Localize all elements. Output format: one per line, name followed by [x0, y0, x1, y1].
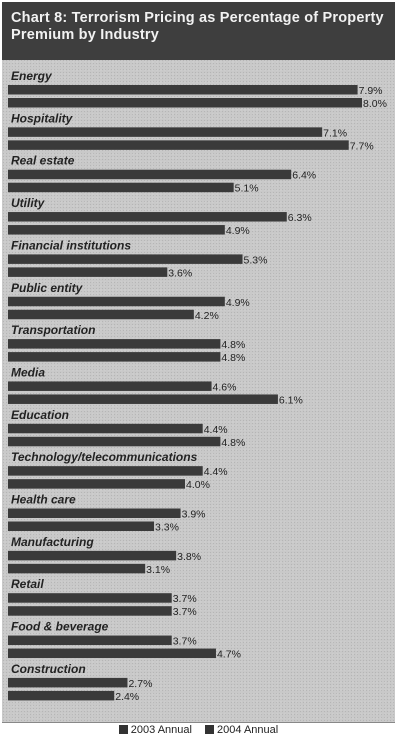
title-bar: Chart 8: Terrorism Pricing as Percentage… — [2, 2, 395, 60]
value-label-hospitality-2003: 7.1% — [323, 127, 347, 139]
bar-media-2004 — [8, 394, 278, 404]
value-label-food-beverage-2003: 3.7% — [173, 636, 197, 648]
value-label-energy-2004: 8.0% — [363, 98, 387, 110]
value-label-media-2003: 4.6% — [213, 381, 237, 393]
category-label-energy: Energy — [11, 69, 53, 83]
bar-financial-institutions-2004 — [8, 267, 168, 277]
bar-media-2003 — [8, 381, 212, 391]
value-label-manufacturing-2003: 3.8% — [177, 551, 201, 563]
bar-hospitality-2003 — [8, 127, 323, 137]
bar-transportation-2004 — [8, 352, 221, 362]
value-label-retail-2003: 3.7% — [173, 593, 197, 605]
value-label-energy-2003: 7.9% — [359, 85, 383, 97]
value-label-hospitality-2004: 7.7% — [350, 140, 374, 152]
bar-financial-institutions-2003 — [8, 254, 243, 264]
value-label-real-estate-2004: 5.1% — [235, 183, 259, 195]
legend-label-2003: 2003 Annual — [130, 724, 192, 736]
bar-retail-2004 — [8, 606, 172, 616]
value-label-construction-2003: 2.7% — [128, 678, 152, 690]
bar-health-care-2003 — [8, 508, 181, 518]
category-label-technology-telecommunications: Technology/telecommunications — [11, 450, 198, 464]
bar-health-care-2004 — [8, 521, 155, 531]
bar-energy-2004 — [8, 98, 362, 108]
category-label-retail: Retail — [11, 577, 44, 591]
value-label-education-2003: 4.4% — [204, 424, 228, 436]
value-label-construction-2004: 2.4% — [115, 691, 139, 703]
category-label-transportation: Transportation — [11, 323, 95, 337]
value-label-utility-2003: 6.3% — [288, 212, 312, 224]
value-label-media-2004: 6.1% — [279, 394, 303, 406]
bar-retail-2003 — [8, 593, 172, 603]
bar-education-2003 — [8, 423, 203, 434]
value-label-health-care-2004: 3.3% — [155, 522, 179, 534]
bar-public-entity-2003 — [8, 296, 225, 307]
category-label-financial-institutions: Financial institutions — [11, 238, 131, 252]
value-label-transportation-2003: 4.8% — [221, 339, 245, 351]
value-label-health-care-2003: 3.9% — [182, 509, 206, 521]
bar-energy-2003 — [8, 85, 358, 95]
category-label-utility: Utility — [11, 196, 46, 210]
bar-real-estate-2004 — [8, 182, 234, 193]
category-label-hospitality: Hospitality — [11, 111, 74, 125]
bar-utility-2003 — [8, 212, 287, 222]
category-label-manufacturing: Manufacturing — [11, 535, 94, 549]
value-label-public-entity-2003: 4.9% — [226, 297, 250, 309]
bar-hospitality-2004 — [8, 140, 349, 150]
bar-technology-telecommunications-2004 — [8, 479, 185, 489]
value-label-financial-institutions-2004: 3.6% — [168, 267, 192, 279]
value-label-technology-telecommunications-2003: 4.4% — [204, 466, 228, 478]
bar-construction-2003 — [8, 677, 128, 688]
bar-chart: Energy 7.9%8.0% Hospitality 7.1%7.7% Real es… — [8, 69, 387, 703]
legend-swatch-2003 — [118, 725, 128, 734]
category-label-public-entity: Public entity — [11, 281, 84, 295]
legend-item-2003: 2003 Annual — [118, 724, 192, 736]
value-label-public-entity-2004: 4.2% — [195, 310, 219, 322]
bar-utility-2004 — [8, 225, 225, 235]
value-label-food-beverage-2004: 4.7% — [217, 649, 241, 661]
bar-public-entity-2004 — [8, 309, 194, 320]
value-label-real-estate-2003: 6.4% — [292, 170, 316, 182]
value-label-technology-telecommunications-2004: 4.0% — [186, 479, 210, 491]
category-label-health-care: Health care — [11, 493, 76, 507]
value-label-education-2004: 4.8% — [221, 437, 245, 449]
category-label-media: Media — [11, 365, 45, 379]
bar-manufacturing-2004 — [8, 563, 146, 574]
category-label-construction: Construction — [11, 662, 86, 676]
value-label-transportation-2004: 4.8% — [221, 352, 245, 364]
legend-item-2004: 2004 Annual — [205, 724, 278, 736]
bar-education-2004 — [8, 436, 221, 447]
bar-real-estate-2003 — [8, 169, 292, 180]
bar-food-beverage-2003 — [8, 635, 172, 646]
legend-label-2004: 2004 Annual — [217, 724, 279, 736]
bar-food-beverage-2004 — [8, 648, 216, 659]
legend: 2003 Annual 2004 Annual — [2, 722, 395, 738]
value-label-retail-2004: 3.7% — [173, 606, 197, 618]
bar-manufacturing-2003 — [8, 550, 177, 561]
value-label-utility-2004: 4.9% — [226, 225, 250, 237]
legend-swatch-2004 — [205, 725, 215, 734]
category-label-real-estate: Real estate — [11, 154, 75, 168]
bar-technology-telecommunications-2003 — [8, 466, 203, 476]
value-label-manufacturing-2004: 3.1% — [146, 564, 170, 576]
chart-title: Chart 8: Terrorism Pricing as Percentage… — [11, 10, 384, 43]
bar-transportation-2003 — [8, 339, 221, 349]
value-label-financial-institutions-2003: 5.3% — [244, 254, 268, 266]
category-label-food-beverage: Food & beverage — [11, 620, 109, 634]
category-label-education: Education — [11, 408, 69, 422]
bar-construction-2004 — [8, 690, 115, 701]
